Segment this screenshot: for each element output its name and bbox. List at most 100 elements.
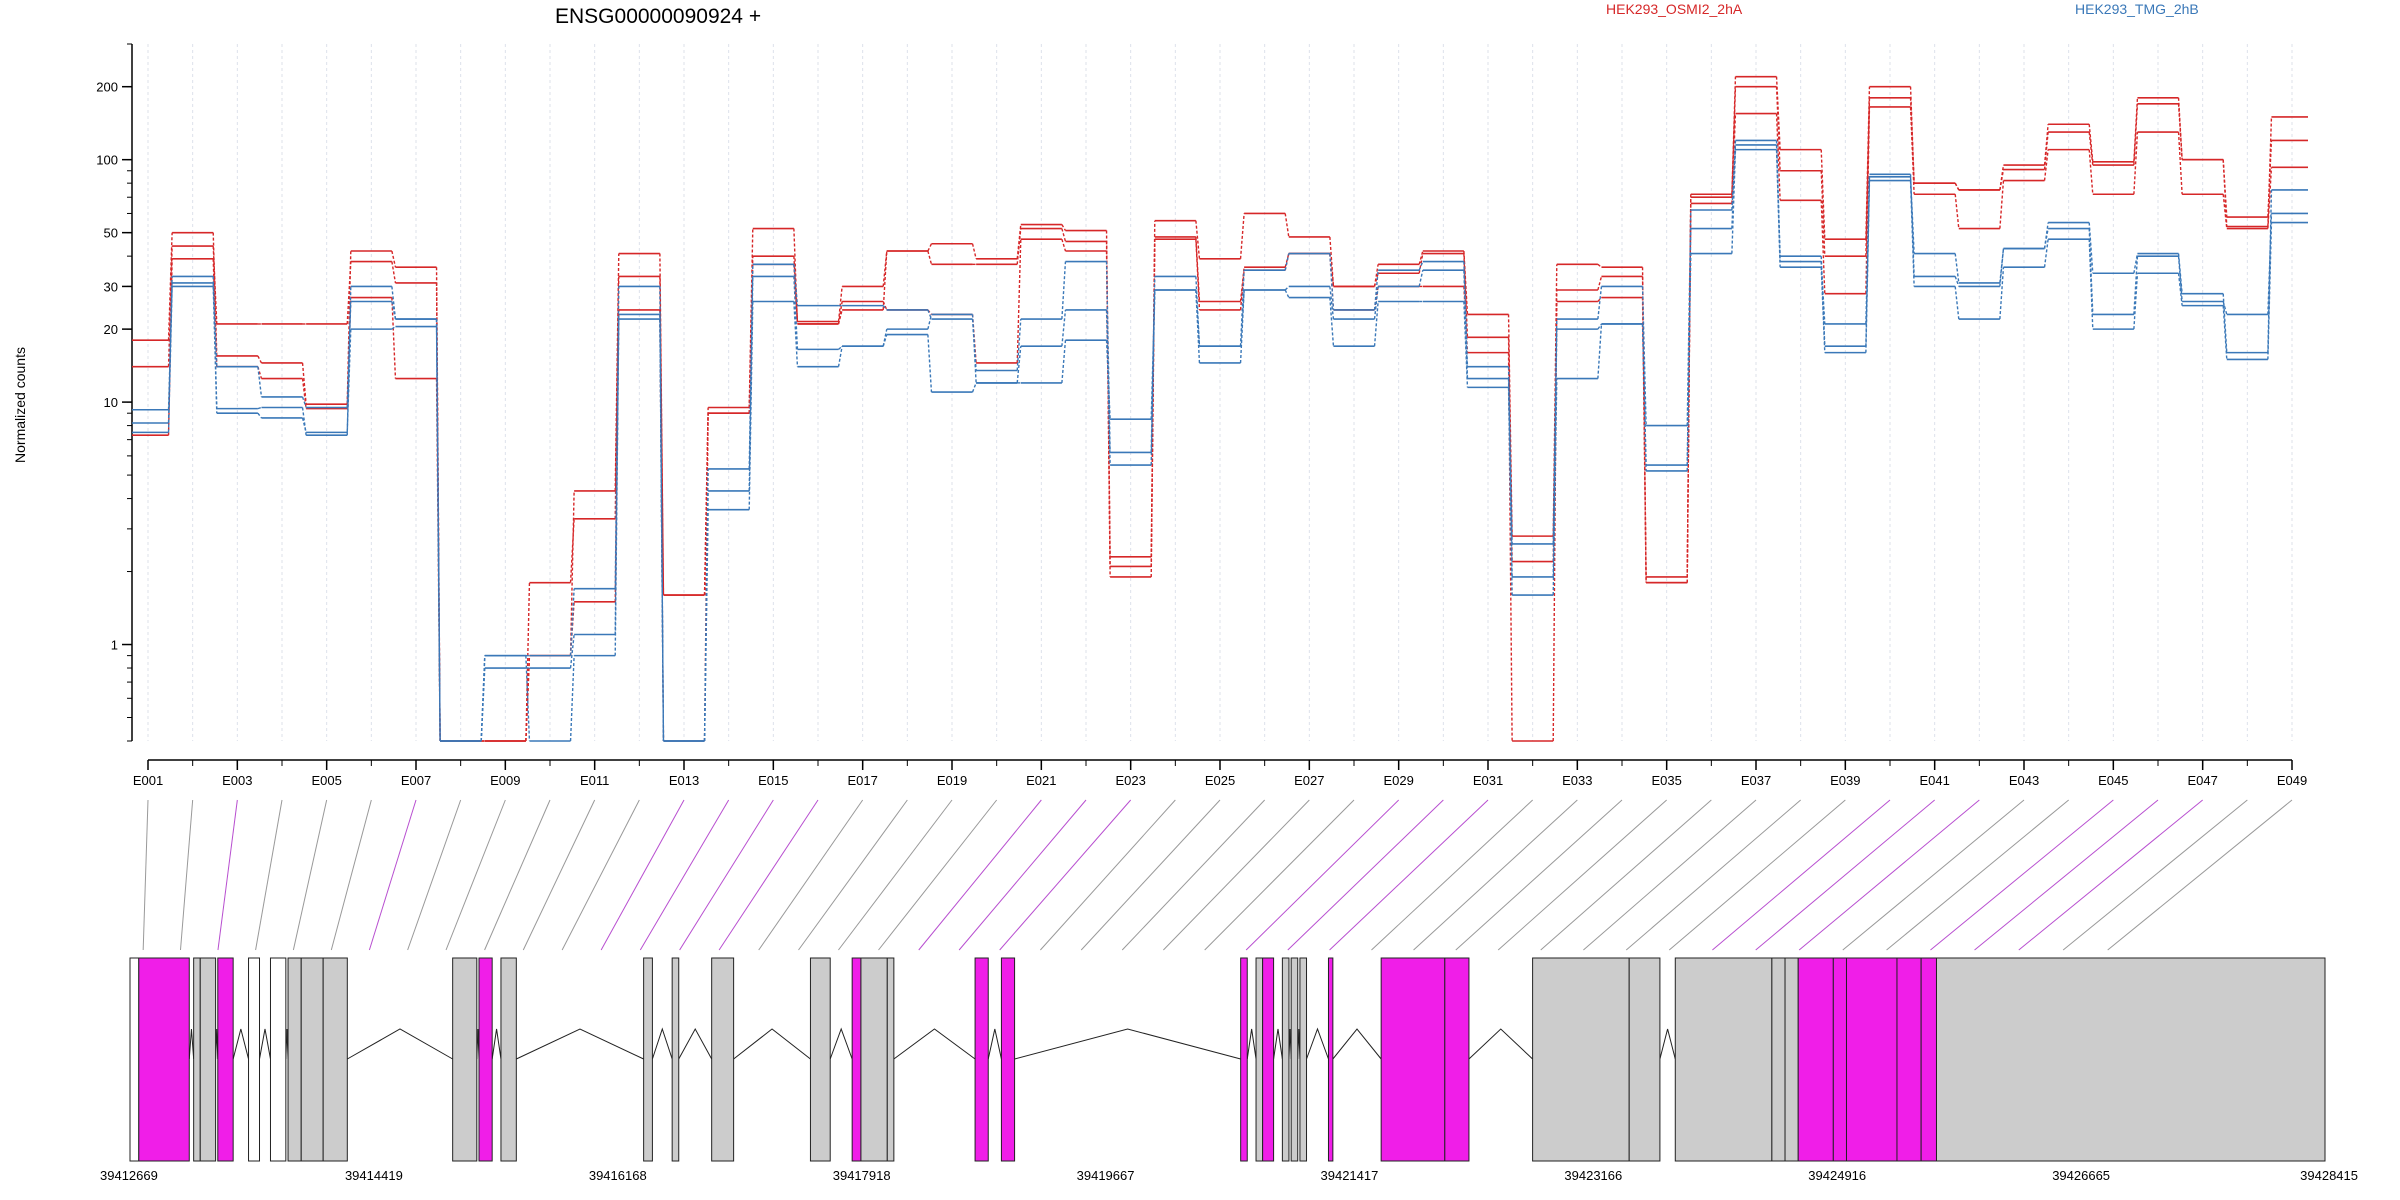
x-tick-label: E007	[401, 773, 431, 788]
intron-line	[1246, 1028, 1257, 1060]
exon-connector	[1121, 799, 1266, 951]
x-tick-label: E027	[1294, 773, 1324, 788]
x-tick-label: E013	[669, 773, 699, 788]
transition	[569, 588, 575, 656]
transition	[257, 406, 262, 410]
exon-block	[199, 957, 217, 1162]
transition	[1195, 276, 1201, 347]
transition	[301, 362, 307, 405]
genome-axis-labels: 39412669 39414419 39416168 39417918 39419667…	[100, 1168, 2358, 1183]
y-tick-label: 100	[96, 153, 118, 168]
exon-connector	[1540, 799, 1712, 951]
transition	[1597, 263, 1602, 268]
exon-block	[711, 957, 735, 1162]
exon-block	[1935, 957, 2326, 1162]
transition	[1597, 286, 1603, 320]
x-tick-label: E003	[222, 773, 252, 788]
transition	[346, 329, 352, 433]
transition	[212, 286, 218, 414]
transition	[2043, 149, 2049, 181]
x-tick-label: E049	[2277, 773, 2307, 788]
x-tick-label: E011	[580, 773, 609, 788]
exon-block	[1444, 957, 1470, 1162]
exon-block	[1240, 957, 1248, 1162]
transition	[1954, 194, 1960, 229]
transition	[1686, 203, 1692, 583]
x-tick-label: E029	[1383, 773, 1413, 788]
transition	[1865, 180, 1871, 353]
exon-block	[1327, 957, 1334, 1162]
transition	[793, 301, 799, 367]
transition	[1820, 200, 1826, 294]
exon-connector	[1080, 799, 1221, 951]
x-tick-label: E045	[2098, 773, 2128, 788]
transition	[167, 286, 173, 433]
exon-connector	[255, 799, 283, 951]
exon-block	[1896, 957, 1922, 1162]
transition	[1239, 289, 1245, 364]
genome-coordinate-label: 39416168	[589, 1168, 647, 1183]
genome-coordinate-label: 39428415	[2300, 1168, 2358, 1183]
x-tick-label: E021	[1026, 773, 1056, 788]
transition	[391, 286, 397, 320]
exon-block	[1784, 957, 1799, 1162]
exon-connector	[1287, 799, 1444, 951]
transition	[1463, 261, 1469, 367]
transition	[1999, 248, 2005, 287]
intron-line	[733, 1028, 811, 1060]
transition	[1016, 239, 1022, 363]
transition	[1820, 170, 1826, 257]
x-tick-label: E001	[133, 773, 163, 788]
exon-block	[1290, 957, 1299, 1162]
exon-connector	[958, 799, 1087, 951]
transition	[1373, 264, 1379, 287]
transition	[1463, 253, 1469, 338]
transition	[1418, 253, 1424, 274]
transition	[1195, 220, 1201, 259]
transition	[1463, 301, 1469, 388]
transition	[927, 334, 933, 393]
transition	[391, 261, 397, 284]
transition	[2267, 222, 2273, 360]
transition	[1284, 289, 1290, 298]
exon-connector	[758, 799, 864, 951]
transition	[1373, 270, 1379, 310]
intron-line	[678, 1027, 713, 1060]
transition	[1820, 261, 1826, 325]
transition	[1775, 86, 1781, 171]
legend-entry-tmg: HEK293_TMG_2hB	[2075, 1, 2199, 17]
transition	[882, 250, 888, 287]
intron-line	[347, 1028, 453, 1060]
transition	[301, 396, 307, 408]
genome-coordinate-label: 39424916	[1808, 1168, 1866, 1183]
exon-block	[851, 957, 862, 1162]
exon-connector	[639, 799, 730, 951]
exon-block	[809, 957, 831, 1162]
transition	[703, 509, 709, 742]
transition	[2088, 124, 2094, 162]
exon-connector	[1842, 799, 2025, 951]
x-tick-label: E037	[1741, 773, 1771, 788]
transition	[1597, 323, 1603, 330]
intron-line	[1659, 1028, 1676, 1060]
transition	[1909, 97, 1915, 184]
exon-block	[1797, 957, 1834, 1162]
intron-line	[259, 1028, 271, 1060]
transition	[2267, 213, 2273, 315]
transition	[1686, 228, 1692, 466]
transition	[257, 355, 263, 364]
exon-connector	[561, 799, 640, 951]
exon-block	[478, 957, 493, 1162]
transition	[1061, 340, 1067, 383]
transition	[1016, 346, 1022, 383]
transition	[212, 282, 218, 367]
transition	[569, 518, 575, 583]
exon-connector	[1497, 799, 1667, 951]
transition	[167, 282, 173, 410]
exon-connector	[1455, 799, 1623, 951]
y-axis: 1 10 20 30 50 100 200	[96, 43, 133, 742]
exon-connector	[798, 799, 908, 951]
exon-block	[860, 957, 888, 1162]
exon-block	[886, 957, 895, 1162]
exon-connector	[368, 799, 417, 951]
